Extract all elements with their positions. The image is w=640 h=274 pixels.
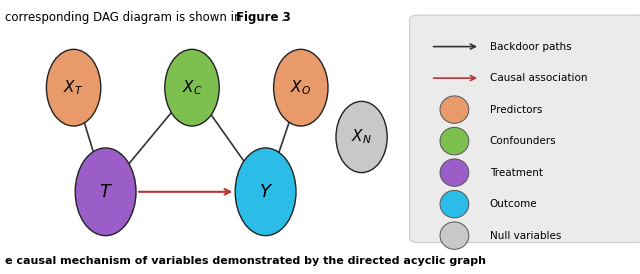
Ellipse shape [274, 49, 328, 126]
Text: Causal association: Causal association [490, 73, 587, 83]
Text: .: . [280, 11, 284, 24]
Text: $X_C$: $X_C$ [182, 78, 202, 97]
Text: e causal mechanism of variables demonstrated by the directed acyclic graph: e causal mechanism of variables demonstr… [5, 256, 486, 266]
Text: Outcome: Outcome [490, 199, 537, 209]
Text: Backdoor paths: Backdoor paths [490, 42, 572, 52]
Text: $X_T$: $X_T$ [63, 78, 84, 97]
Text: $X_O$: $X_O$ [291, 78, 311, 97]
Text: Confounders: Confounders [490, 136, 556, 146]
Text: $X_N$: $X_N$ [351, 128, 372, 146]
Ellipse shape [440, 159, 468, 186]
Text: Null variables: Null variables [490, 231, 561, 241]
Ellipse shape [440, 127, 468, 155]
Text: Treatment: Treatment [490, 168, 543, 178]
Ellipse shape [440, 96, 468, 123]
Ellipse shape [440, 222, 468, 249]
Ellipse shape [235, 148, 296, 236]
Ellipse shape [440, 190, 468, 218]
Text: $T$: $T$ [99, 183, 113, 201]
Text: Predictors: Predictors [490, 105, 542, 115]
Text: $Y$: $Y$ [259, 183, 273, 201]
FancyBboxPatch shape [410, 15, 640, 242]
Ellipse shape [336, 101, 387, 173]
Text: corresponding DAG diagram is shown in: corresponding DAG diagram is shown in [5, 11, 245, 24]
Ellipse shape [47, 49, 101, 126]
Text: Figure 3: Figure 3 [236, 11, 291, 24]
Ellipse shape [76, 148, 136, 236]
Ellipse shape [165, 49, 219, 126]
